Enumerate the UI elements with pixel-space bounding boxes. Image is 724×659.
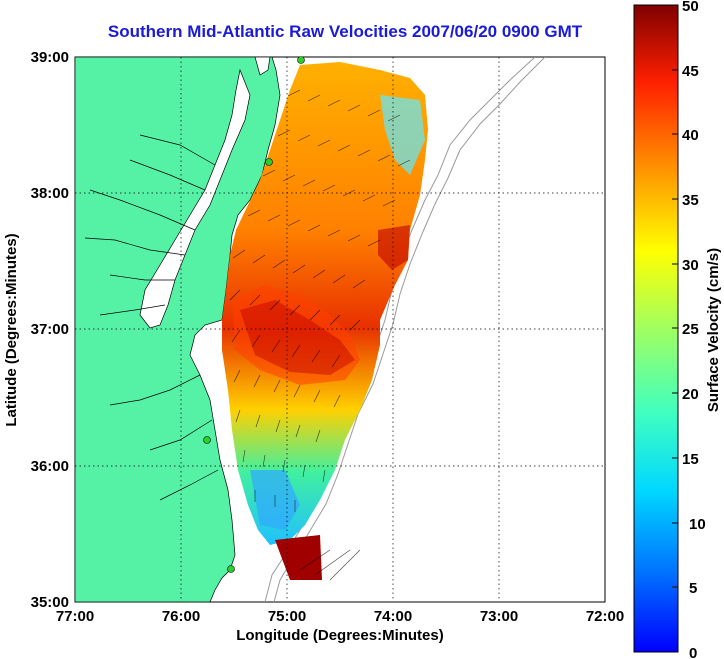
x-tick: 76:00 [162,608,200,625]
colorbar-tick: 15 [682,451,699,468]
x-tick: 74:00 [374,608,412,625]
colorbar-label: Surface Velocity (cm/s) [705,248,722,412]
grid-lines [75,57,605,602]
colorbar-tick: 10 [689,516,706,533]
delaware-bay [254,57,271,76]
chesapeake-bay [139,68,251,329]
colorbar-tick: 30 [682,257,699,274]
colorbar-tick: 50 [682,0,699,15]
colorbar-tick-labels: 50 45 40 35 30 25 20 15 10 5 0 [682,0,706,659]
x-tick: 75:00 [268,608,306,625]
colorbar-tick: 25 [682,321,699,338]
x-axis-label: Longitude (Degrees:Minutes) [236,627,444,644]
velocity-field [222,62,428,581]
rivers [84,134,219,501]
colorbar-tick: 20 [682,386,699,403]
y-tick: 37:00 [31,321,69,338]
y-tick: 36:00 [31,458,69,475]
colorbar [633,4,679,653]
colorbar-tick: 35 [682,192,699,209]
colorbar-ticks [672,4,678,653]
y-axis-ticks: 39:00 38:00 37:00 36:00 35:00 [31,49,69,611]
x-tick: 77:00 [56,608,94,625]
colorbar-tick: 5 [689,580,697,597]
colorbar-tick: 40 [682,127,699,144]
y-axis-label: Latitude (Degrees:Minutes) [3,233,20,426]
x-tick: 73:00 [480,608,518,625]
radar-stations [203,57,305,573]
colorbar-tick: 45 [682,63,699,80]
map-title: Southern Mid-Atlantic Raw Velocities 200… [107,22,583,41]
colorbar-tick: 0 [689,645,697,659]
y-tick: 35:00 [31,594,69,611]
x-tick: 72:00 [586,608,624,625]
x-axis-ticks: 77:00 76:00 75:00 74:00 73:00 72:00 [56,608,624,625]
y-tick: 39:00 [31,49,69,66]
y-tick: 38:00 [31,185,69,202]
